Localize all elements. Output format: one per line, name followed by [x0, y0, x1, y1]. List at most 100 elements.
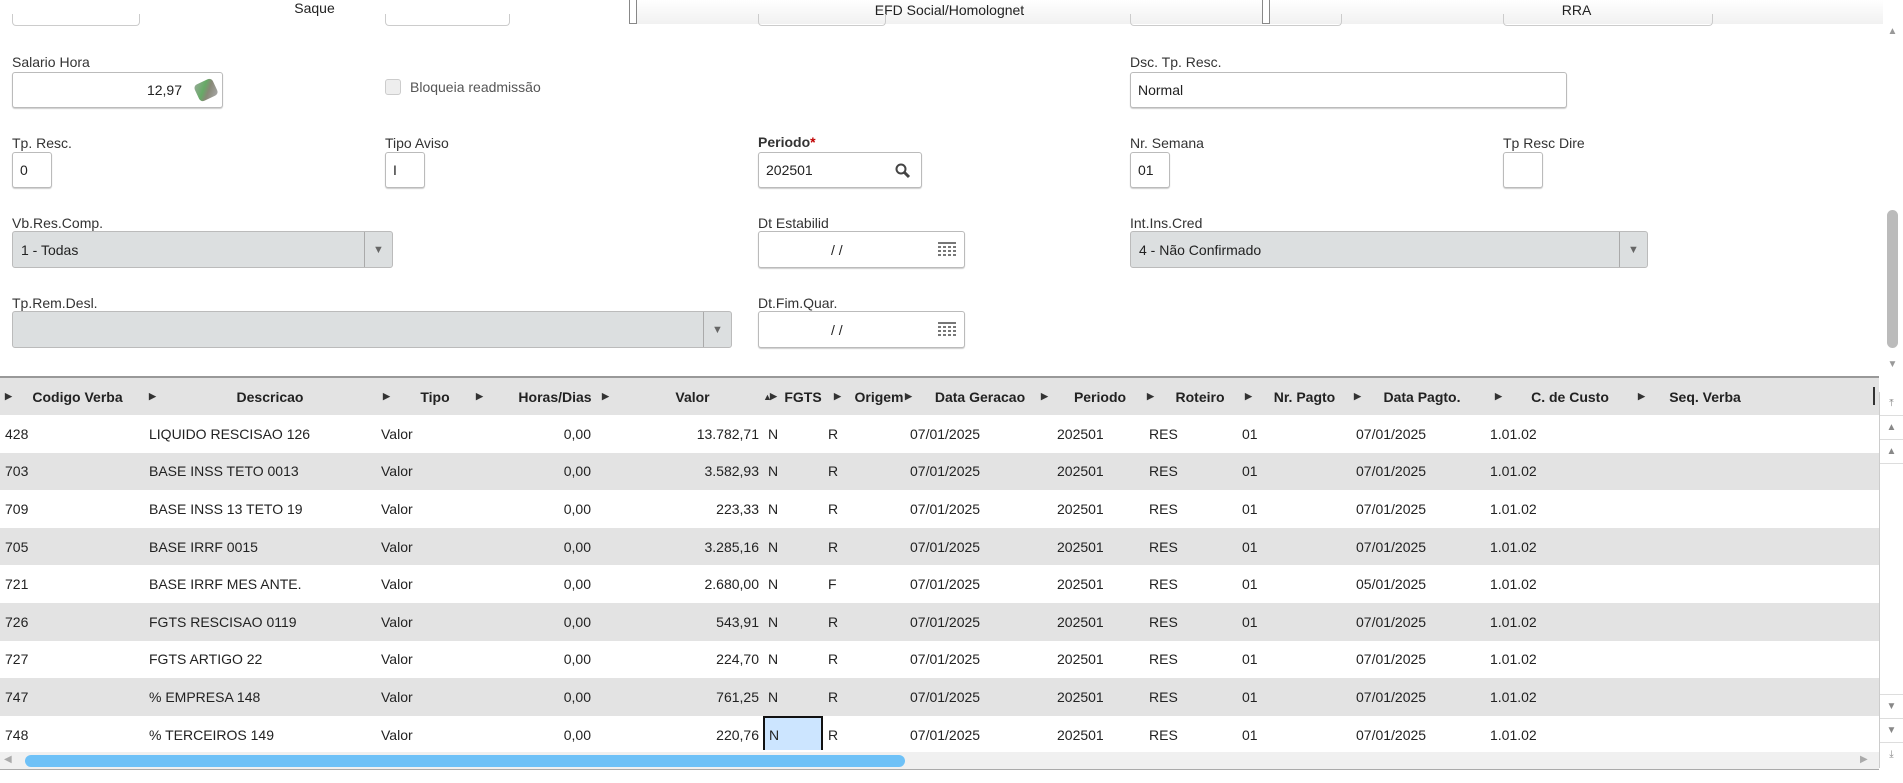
- cell-seq-verba[interactable]: [1640, 415, 1760, 453]
- cell-data-pagto[interactable]: 07/01/2025: [1356, 613, 1427, 630]
- vb-res-comp-select[interactable]: 1 - Todas ▼: [12, 231, 393, 268]
- cell-data-pagto[interactable]: 07/01/2025: [1356, 651, 1427, 668]
- cell-descricao[interactable]: LIQUIDO RESCISAO 126: [149, 425, 311, 442]
- dt-fim-quar-input[interactable]: / /: [758, 311, 965, 348]
- scroll-down-icon[interactable]: ▼: [1880, 694, 1903, 718]
- cell-data-geracao[interactable]: 07/01/2025: [910, 538, 981, 555]
- column-resize-icon[interactable]: ▶: [383, 391, 390, 401]
- cell-seq-verba[interactable]: [1640, 678, 1760, 716]
- cell-data-geracao[interactable]: 07/01/2025: [910, 726, 981, 743]
- cell-tipo[interactable]: Valor: [381, 688, 413, 705]
- cell-roteiro[interactable]: RES: [1149, 500, 1178, 517]
- cell-periodo[interactable]: 202501: [1057, 463, 1104, 480]
- cell-valor[interactable]: 224,70: [716, 651, 759, 668]
- column-header-valor[interactable]: Valor: [675, 388, 710, 405]
- column-header-nr-pagto[interactable]: Nr. Pagto: [1273, 388, 1336, 405]
- column-header-origem[interactable]: Origem: [854, 388, 904, 405]
- cell-nr-pagto[interactable]: 01: [1242, 500, 1258, 517]
- search-icon[interactable]: [895, 163, 911, 179]
- cell-periodo[interactable]: 202501: [1057, 538, 1104, 555]
- table-row[interactable]: 703 BASE INSS TETO 0013 Valor 0,00 3.582,93 N…: [0, 452, 1879, 491]
- cell-valor[interactable]: 3.285,16: [704, 538, 760, 555]
- cell-nr-pagto[interactable]: 01: [1242, 651, 1258, 668]
- cell-c-de-custo[interactable]: 1.01.02: [1490, 613, 1537, 630]
- cell-descricao[interactable]: % EMPRESA 148: [149, 688, 261, 705]
- cell-codigo-verba[interactable]: 709: [5, 500, 29, 517]
- cell-descricao[interactable]: BASE IRRF MES ANTE.: [149, 576, 302, 593]
- cell-roteiro[interactable]: RES: [1149, 576, 1178, 593]
- scroll-page-down-icon[interactable]: ▼: [1880, 718, 1903, 742]
- table-row[interactable]: 727 FGTS ARTIGO 22 Valor 0,00 224,70 N R 07/01/…: [0, 641, 1879, 679]
- cell-descricao[interactable]: % TERCEIROS 149: [149, 726, 275, 743]
- cell-origem[interactable]: R: [828, 463, 839, 480]
- cell-origem[interactable]: R: [828, 726, 839, 743]
- cell-data-geracao[interactable]: 07/01/2025: [910, 613, 981, 630]
- cell-origem[interactable]: R: [828, 651, 839, 668]
- cell-tipo[interactable]: Valor: [381, 576, 413, 593]
- cell-nr-pagto[interactable]: 01: [1242, 538, 1258, 555]
- cell-periodo[interactable]: 202501: [1057, 726, 1104, 743]
- form-scrollbar[interactable]: ▲ ▼: [1884, 26, 1901, 370]
- column-resize-icon[interactable]: ▶: [1354, 391, 1361, 401]
- cell-nr-pagto[interactable]: 01: [1242, 425, 1258, 442]
- cell-roteiro[interactable]: RES: [1149, 463, 1178, 480]
- dsc-tp-resc-input[interactable]: Normal: [1130, 72, 1567, 108]
- cell-data-pagto[interactable]: 07/01/2025: [1356, 538, 1427, 555]
- cell-periodo[interactable]: 202501: [1057, 613, 1104, 630]
- cell-roteiro[interactable]: RES: [1149, 613, 1178, 630]
- cell-nr-pagto[interactable]: 01: [1242, 613, 1258, 630]
- cell-tipo[interactable]: Valor: [381, 726, 413, 743]
- cell-valor[interactable]: 2.680,00: [704, 576, 760, 593]
- scroll-left-icon[interactable]: ◀: [4, 754, 12, 765]
- cell-codigo-verba[interactable]: 748: [5, 726, 29, 743]
- scroll-thumb[interactable]: [25, 755, 905, 767]
- cell-fgts[interactable]: N: [768, 463, 779, 480]
- cell-periodo[interactable]: 202501: [1057, 576, 1104, 593]
- cell-c-de-custo[interactable]: 1.01.02: [1490, 463, 1537, 480]
- cell-data-pagto[interactable]: 07/01/2025: [1356, 688, 1427, 705]
- cell-seq-verba[interactable]: [1640, 716, 1760, 750]
- grid-horizontal-scrollbar[interactable]: ◀ ▶: [0, 752, 1879, 770]
- cell-horas-dias[interactable]: 0,00: [563, 538, 591, 555]
- column-header-seq-verba[interactable]: Seq. Verba: [1669, 388, 1741, 405]
- cell-valor[interactable]: 223,33: [716, 500, 759, 517]
- calendar-icon[interactable]: [938, 322, 956, 338]
- column-header-data-pagto[interactable]: Data Pagto.: [1383, 388, 1461, 405]
- cell-c-de-custo[interactable]: 1.01.02: [1490, 651, 1537, 668]
- table-row[interactable]: 709 BASE INSS 13 TETO 19 Valor 0,00 223,33 N R…: [0, 490, 1879, 528]
- cell-c-de-custo[interactable]: 1.01.02: [1490, 726, 1537, 743]
- cell-seq-verba[interactable]: [1640, 565, 1760, 603]
- cell-origem[interactable]: R: [828, 500, 839, 517]
- salario-hora-input[interactable]: 12,97: [12, 72, 223, 108]
- cell-codigo-verba[interactable]: 747: [5, 688, 29, 705]
- scroll-up-icon[interactable]: ▲: [1880, 440, 1903, 464]
- cell-c-de-custo[interactable]: 1.01.02: [1490, 688, 1537, 705]
- scroll-first-icon[interactable]: ⤒: [1880, 392, 1903, 416]
- table-row[interactable]: 721 BASE IRRF MES ANTE. Valor 0,00 2.680,00 N…: [0, 565, 1879, 603]
- cell-fgts[interactable]: N: [768, 688, 779, 705]
- tipo-aviso-input[interactable]: I: [385, 152, 425, 188]
- cell-data-geracao[interactable]: 07/01/2025: [910, 463, 981, 480]
- bloqueia-readmissao-checkbox[interactable]: [385, 79, 401, 95]
- scroll-thumb[interactable]: [1887, 210, 1898, 348]
- tab-efd-social[interactable]: EFD Social/Homolognet: [637, 0, 1262, 24]
- cell-origem[interactable]: F: [828, 576, 837, 593]
- chevron-down-icon[interactable]: ▼: [703, 312, 731, 347]
- cell-tipo[interactable]: Valor: [381, 500, 413, 517]
- cell-data-geracao[interactable]: 07/01/2025: [910, 688, 981, 705]
- table-row[interactable]: 428 LIQUIDO RESCISAO 126 Valor 0,00 13.782,7…: [0, 415, 1879, 453]
- cell-horas-dias[interactable]: 0,00: [563, 688, 591, 705]
- table-row[interactable]: 705 BASE IRRF 0015 Valor 0,00 3.285,16 N R 07/0…: [0, 527, 1879, 566]
- column-resize-icon[interactable]: ▶: [149, 391, 156, 401]
- cell-origem[interactable]: R: [828, 425, 839, 442]
- cell-nr-pagto[interactable]: 01: [1242, 576, 1258, 593]
- column-resize-icon[interactable]: ▶: [1041, 391, 1048, 401]
- cell-seq-verba[interactable]: [1640, 453, 1760, 491]
- cell-codigo-verba[interactable]: 726: [5, 613, 29, 630]
- cell-horas-dias[interactable]: 0,00: [563, 651, 591, 668]
- cell-data-pagto[interactable]: 07/01/2025: [1356, 425, 1427, 442]
- cell-periodo[interactable]: 202501: [1057, 651, 1104, 668]
- cell-fgts[interactable]: N: [768, 538, 779, 555]
- column-resize-icon[interactable]: ▶: [1495, 391, 1502, 401]
- cell-fgts[interactable]: N: [768, 576, 779, 593]
